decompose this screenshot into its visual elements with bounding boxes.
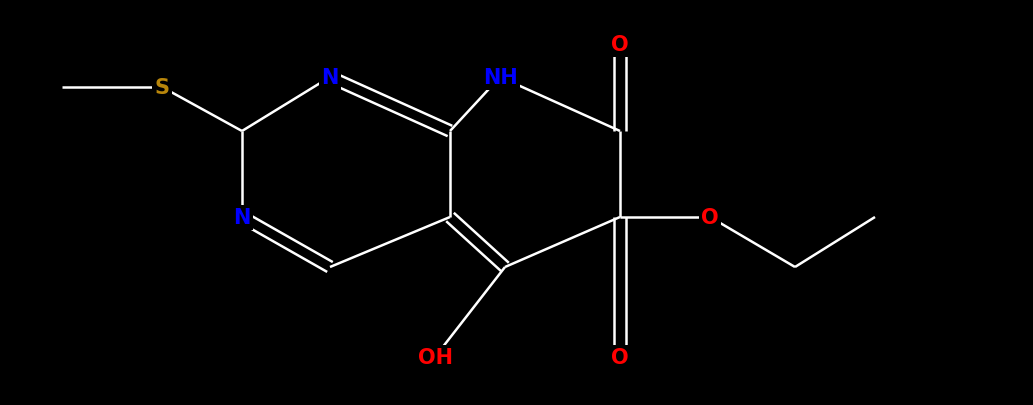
Text: N: N	[233, 207, 251, 228]
Text: O: O	[612, 35, 629, 55]
Text: O: O	[701, 207, 719, 228]
Text: N: N	[321, 68, 339, 88]
Text: O: O	[612, 347, 629, 367]
Text: S: S	[155, 78, 169, 98]
Text: OH: OH	[417, 347, 452, 367]
Text: NH: NH	[482, 68, 518, 88]
